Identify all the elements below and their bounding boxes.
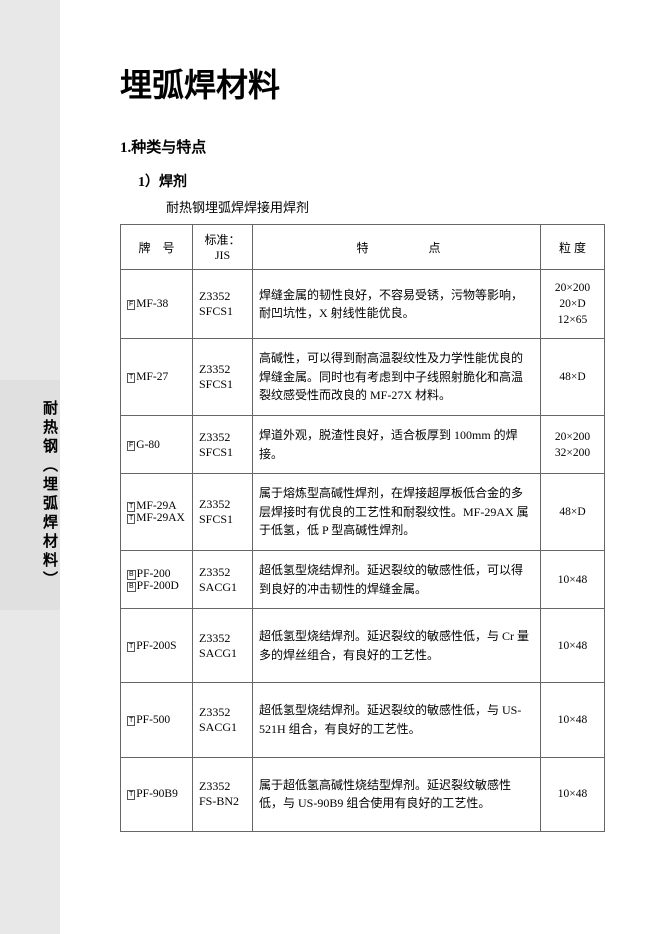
table-row: TMF-29ATMF-29AXZ3352SFCS1属于熔炼型高碱性焊剂，在焊接超… — [121, 474, 605, 551]
table-row: TMF-27Z3352SFCS1高碱性，可以得到耐高温裂纹性及力学性能优良的焊缝… — [121, 339, 605, 416]
cell-feature: 超低氢型烧结焊剂。延迟裂纹的敏感性低，与 Cr 量多的焊丝组合，有良好的工艺性。 — [253, 609, 541, 683]
brand-name: PF-200S — [136, 640, 176, 652]
th-grain: 粒 度 — [541, 225, 605, 270]
cell-brand: TMF-27 — [121, 339, 193, 416]
cell-standard: Z3352SFCS1 — [193, 339, 253, 416]
cell-standard: Z3352SFCS1 — [193, 474, 253, 551]
cell-feature: 焊道外观，脱渣性良好，适合板厚到 100mm 的焊接。 — [253, 416, 541, 474]
cell-grain: 48×D — [541, 339, 605, 416]
cell-brand: BPF-200BPF-200D — [121, 551, 193, 609]
side-tab-label: 耐热钢（埋弧焊材料） — [0, 380, 60, 610]
brand-prefix-icon: T — [127, 716, 135, 726]
brand-prefix-icon: B — [127, 582, 136, 592]
cell-feature: 属于超低氢高碱性烧结型焊剂。延迟裂纹敏感性低，与 US-90B9 组合使用有良好… — [253, 757, 541, 831]
cell-feature: 超低氢型烧结焊剂。延迟裂纹的敏感性低，可以得到良好的冲击韧性的焊缝金属。 — [253, 551, 541, 609]
th-std: 标准：JIS — [193, 225, 253, 270]
page-content: 埋弧焊材料 1.种类与特点 1）焊剂 耐热钢埋弧焊焊接用焊剂 牌 号 标准：JI… — [60, 0, 655, 934]
cell-grain: 10×48 — [541, 609, 605, 683]
section-heading: 1.种类与特点 — [120, 136, 605, 157]
cell-standard: Z3352FS-BN2 — [193, 757, 253, 831]
brand-prefix-icon: T — [127, 642, 135, 652]
cell-feature: 属于熔炼型高碱性焊剂，在焊接超厚板低合金的多层焊接时有优良的工艺性和耐裂纹性。M… — [253, 474, 541, 551]
cell-standard: Z3352SACG1 — [193, 551, 253, 609]
page-title: 埋弧焊材料 — [120, 60, 605, 106]
cell-grain: 20×20020×D12×65 — [541, 270, 605, 339]
cell-grain: 48×D — [541, 474, 605, 551]
brand-prefix-icon: T — [127, 373, 135, 383]
subsection-heading: 1）焊剂 — [138, 171, 605, 191]
cell-standard: Z3352SACG1 — [193, 609, 253, 683]
brand-name: MF-29AX — [136, 512, 185, 524]
cell-feature: 焊缝金属的韧性良好，不容易受锈，污物等影响，耐凹坑性，X 射线性能优良。 — [253, 270, 541, 339]
brand-name: PF-200D — [137, 580, 179, 592]
cell-brand: TPF-90B9 — [121, 757, 193, 831]
table-row: FG-80Z3352SFCS1焊道外观，脱渣性良好，适合板厚到 100mm 的焊… — [121, 416, 605, 474]
brand-prefix-icon: T — [127, 502, 135, 512]
brand-prefix-icon: T — [127, 790, 135, 800]
brand-name: MF-29A — [136, 500, 176, 512]
brand-name: MF-38 — [136, 298, 168, 310]
side-tab: 耐热钢（埋弧焊材料） — [0, 380, 60, 610]
cell-standard: Z3352SACG1 — [193, 683, 253, 757]
th-brand: 牌 号 — [121, 225, 193, 270]
table-row: TPF-500Z3352SACG1超低氢型烧结焊剂。延迟裂纹的敏感性低，与 US… — [121, 683, 605, 757]
cell-feature: 高碱性，可以得到耐高温裂纹性及力学性能优良的焊缝金属。同时也有考虑到中子线照射脆… — [253, 339, 541, 416]
cell-brand: TPF-500 — [121, 683, 193, 757]
cell-grain: 10×48 — [541, 683, 605, 757]
cell-grain: 10×48 — [541, 551, 605, 609]
table-row: TPF-90B9Z3352FS-BN2属于超低氢高碱性烧结型焊剂。延迟裂纹敏感性… — [121, 757, 605, 831]
cell-grain: 10×48 — [541, 757, 605, 831]
cell-standard: Z3352SFCS1 — [193, 270, 253, 339]
cell-standard: Z3352SFCS1 — [193, 416, 253, 474]
brand-prefix-icon: F — [127, 441, 135, 451]
table-row: FMF-38Z3352SFCS1焊缝金属的韧性良好，不容易受锈，污物等影响，耐凹… — [121, 270, 605, 339]
brand-name: PF-200 — [137, 568, 171, 580]
th-feat: 特点 — [253, 225, 541, 270]
brand-name: G-80 — [136, 439, 160, 451]
cell-brand: FG-80 — [121, 416, 193, 474]
table-header-row: 牌 号 标准：JIS 特点 粒 度 — [121, 225, 605, 270]
brand-prefix-icon: B — [127, 570, 136, 580]
brand-name: PF-500 — [136, 714, 170, 726]
cell-brand: TMF-29ATMF-29AX — [121, 474, 193, 551]
cell-brand: FMF-38 — [121, 270, 193, 339]
brand-prefix-icon: T — [127, 514, 135, 524]
cell-grain: 20×20032×200 — [541, 416, 605, 474]
cell-brand: TPF-200S — [121, 609, 193, 683]
table-row: BPF-200BPF-200DZ3352SACG1超低氢型烧结焊剂。延迟裂纹的敏… — [121, 551, 605, 609]
brand-name: MF-27 — [136, 371, 168, 383]
cell-feature: 超低氢型烧结焊剂。延迟裂纹的敏感性低，与 US-521H 组合，有良好的工艺性。 — [253, 683, 541, 757]
flux-table: 牌 号 标准：JIS 特点 粒 度 FMF-38Z3352SFCS1焊缝金属的韧… — [120, 224, 605, 832]
brand-prefix-icon: F — [127, 300, 135, 310]
table-row: TPF-200SZ3352SACG1超低氢型烧结焊剂。延迟裂纹的敏感性低，与 C… — [121, 609, 605, 683]
subsection-desc: 耐热钢埋弧焊焊接用焊剂 — [166, 197, 605, 216]
brand-name: PF-90B9 — [136, 788, 178, 800]
